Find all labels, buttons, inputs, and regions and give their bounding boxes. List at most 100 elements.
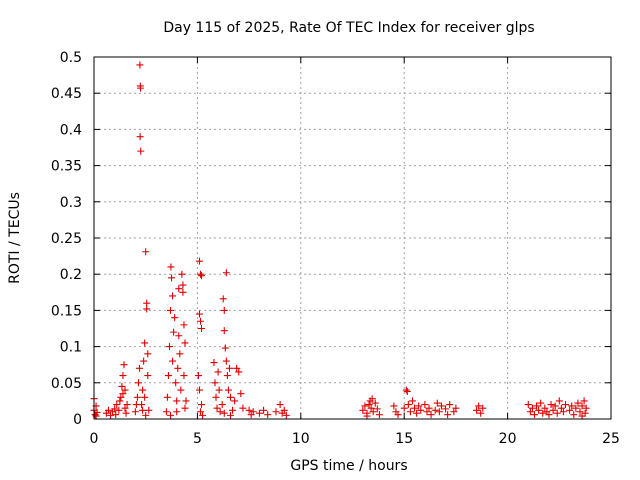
data-point <box>121 404 129 412</box>
y-tick-label: 0.05 <box>51 376 82 392</box>
data-point <box>222 269 230 277</box>
data-point <box>539 409 547 417</box>
data-point <box>235 368 243 376</box>
data-point <box>165 343 173 351</box>
data-point <box>359 406 367 414</box>
data-point <box>413 409 421 417</box>
data-point <box>276 401 284 409</box>
data-point <box>562 401 570 409</box>
data-point <box>245 406 253 414</box>
data-point <box>411 404 419 412</box>
data-point <box>363 412 371 420</box>
data-point <box>435 408 443 416</box>
data-point <box>417 406 425 414</box>
data-point <box>555 397 563 405</box>
data-point <box>197 270 205 278</box>
data-point <box>264 411 272 419</box>
data-point <box>533 402 541 410</box>
data-point <box>444 411 452 419</box>
data-point <box>578 412 586 420</box>
data-point <box>134 379 142 387</box>
data-point <box>142 248 150 256</box>
data-point <box>181 339 189 347</box>
data-point <box>572 404 580 412</box>
data-point <box>551 402 559 410</box>
data-point <box>145 406 153 414</box>
data-point <box>180 321 188 329</box>
data-point <box>179 281 187 289</box>
data-point <box>119 390 127 398</box>
data-point <box>280 406 288 414</box>
data-point <box>223 372 231 380</box>
data-point <box>371 399 379 407</box>
data-point <box>570 411 578 419</box>
data-point <box>118 382 126 390</box>
data-point <box>172 379 180 387</box>
data-point <box>119 372 127 380</box>
data-point <box>123 401 131 409</box>
data-point <box>121 386 129 394</box>
data-point <box>369 408 377 416</box>
data-point <box>239 404 247 412</box>
data-point <box>179 288 187 296</box>
data-point <box>547 401 555 409</box>
data-point <box>215 386 223 394</box>
y-tick-label: 0.5 <box>60 50 82 66</box>
data-point <box>553 409 561 417</box>
data-point <box>231 397 239 405</box>
data-point <box>131 408 139 416</box>
data-point <box>138 401 146 409</box>
data-point <box>164 372 172 380</box>
data-point <box>198 325 206 332</box>
data-point <box>117 393 125 401</box>
data-point <box>170 328 178 336</box>
y-tick-labels: 0 0.05 0.1 0.15 0.2 0.25 0.3 0.35 0.4 0.45 0.5 <box>51 50 82 428</box>
data-point <box>163 393 171 401</box>
data-point <box>195 386 203 394</box>
data-point <box>537 399 545 407</box>
data-point <box>107 411 115 419</box>
y-tick-label: 0 <box>73 412 82 428</box>
data-point <box>216 408 224 416</box>
data-point <box>260 406 268 414</box>
data-point <box>214 368 222 376</box>
data-point <box>446 401 454 409</box>
y-tick-label: 0.15 <box>51 303 82 319</box>
data-point <box>226 393 234 401</box>
data-point <box>175 285 183 293</box>
data-point <box>139 406 147 414</box>
x-tick-label: 0 <box>90 431 99 447</box>
data-point <box>122 409 130 417</box>
axis-ticks <box>93 56 612 420</box>
data-point <box>218 401 226 409</box>
data-point <box>272 408 280 416</box>
data-point <box>194 372 202 380</box>
data-point <box>225 364 233 372</box>
data-point <box>526 408 534 416</box>
data-point <box>566 406 574 414</box>
data-point <box>219 295 227 303</box>
data-point <box>437 402 445 410</box>
data-point <box>221 344 229 352</box>
data-point <box>210 359 218 367</box>
data-point <box>167 263 175 271</box>
data-point <box>249 408 257 416</box>
data-point <box>133 393 141 401</box>
data-point <box>361 402 369 410</box>
data-point <box>137 147 145 155</box>
data-point <box>425 404 433 412</box>
data-point <box>367 404 375 412</box>
data-point <box>199 411 207 419</box>
data-point <box>171 314 179 322</box>
data-point <box>169 292 177 300</box>
data-point <box>421 401 429 409</box>
data-point <box>433 399 441 407</box>
data-point <box>473 406 481 414</box>
data-point <box>427 411 435 419</box>
data-point <box>574 399 582 407</box>
data-point <box>136 133 144 141</box>
y-axis-label: ROTI / TECUs <box>7 192 23 284</box>
data-point <box>255 409 263 417</box>
data-point <box>368 395 376 403</box>
